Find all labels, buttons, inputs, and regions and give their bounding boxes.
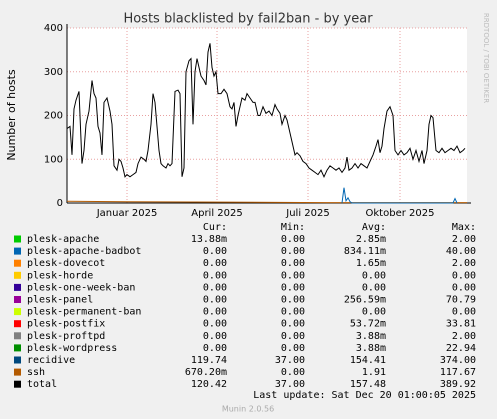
legend-value: 2.00 xyxy=(452,234,476,245)
legend-value: 37.00 xyxy=(275,355,305,366)
legend-value: 0.00 xyxy=(203,246,227,257)
legend-value: 0.00 xyxy=(281,295,305,306)
legend-value: 0.00 xyxy=(203,295,227,306)
legend-value: 0.00 xyxy=(203,307,227,318)
legend-value: 0.00 xyxy=(362,282,386,293)
legend-header: Min: xyxy=(281,222,305,233)
legend-value: 0.00 xyxy=(281,270,305,281)
legend-value: 256.59m xyxy=(344,295,386,306)
legend-swatch xyxy=(14,259,21,267)
y-tick-label: 0 xyxy=(57,198,63,209)
legend-value: 389.92 xyxy=(440,379,476,390)
legend-value: 0.00 xyxy=(281,343,305,354)
series-line xyxy=(341,187,458,204)
legend-value: 119.74 xyxy=(191,355,227,366)
legend-value: 2.85m xyxy=(356,234,386,245)
legend-value: 0.00 xyxy=(203,282,227,293)
legend-value: 40.00 xyxy=(446,246,476,257)
legend-value: 374.00 xyxy=(440,355,476,366)
y-axis-label: Number of hosts xyxy=(5,69,18,161)
legend-value: 2.00 xyxy=(452,258,476,269)
legend-value: 53.72m xyxy=(350,319,386,330)
legend-value: 117.67 xyxy=(440,367,476,378)
legend-value: 13.88m xyxy=(191,234,227,245)
legend-name: plesk-postfix xyxy=(27,319,105,330)
legend-value: 37.00 xyxy=(275,379,305,390)
legend-value: 3.88m xyxy=(356,331,386,342)
legend-value: 0.00 xyxy=(281,258,305,269)
legend-value: 0.00 xyxy=(281,331,305,342)
legend-swatch xyxy=(14,344,21,352)
legend-value: 22.94 xyxy=(446,343,476,354)
legend-value: 157.48 xyxy=(350,379,386,390)
legend-value: 834.11m xyxy=(344,246,386,257)
legend-swatch xyxy=(14,356,21,364)
x-tick-label: April 2025 xyxy=(191,208,242,219)
legend-swatch xyxy=(14,247,21,255)
legend-value: 0.00 xyxy=(362,270,386,281)
legend-swatch xyxy=(14,235,21,243)
legend-value: 0.00 xyxy=(281,367,305,378)
legend-name: total xyxy=(27,379,57,390)
legend-header: Avg: xyxy=(362,222,386,233)
series-line xyxy=(66,43,466,179)
legend-swatch xyxy=(14,380,21,388)
y-tick-label: 400 xyxy=(44,23,63,34)
legend-name: plesk-apache-badbot xyxy=(27,246,141,257)
legend-value: 2.00 xyxy=(452,331,476,342)
legend-value: 0.00 xyxy=(452,282,476,293)
footer: Munin 2.0.56 xyxy=(222,405,274,414)
legend-value: 0.00 xyxy=(281,319,305,330)
legend-name: plesk-one-week-ban xyxy=(27,282,135,293)
legend-value: 70.79 xyxy=(446,295,476,306)
legend-name: plesk-wordpress xyxy=(27,343,117,354)
legend-value: 0.00 xyxy=(281,234,305,245)
legend-value: 3.88m xyxy=(356,343,386,354)
legend-swatch xyxy=(14,320,21,328)
legend-value: 0.00 xyxy=(281,246,305,257)
legend-name: ssh xyxy=(27,367,45,378)
legend-value: 0.00 xyxy=(203,331,227,342)
y-tick-label: 100 xyxy=(44,154,63,165)
legend-value: 33.81 xyxy=(446,319,476,330)
last-update: Last update: Sat Dec 20 01:00:05 2025 xyxy=(253,390,476,401)
side-label: RRDTOOL / TOBI OETIKER xyxy=(482,13,490,103)
legend-name: recidive xyxy=(27,355,75,366)
chart-title: Hosts blacklisted by fail2ban - by year xyxy=(123,12,373,27)
legend-header: Cur: xyxy=(203,222,227,233)
legend-swatch xyxy=(14,308,21,316)
legend-value: 0.00 xyxy=(452,307,476,318)
legend-value: 0.00 xyxy=(281,307,305,318)
legend-name: plesk-dovecot xyxy=(27,258,105,269)
legend-value: 0.00 xyxy=(362,307,386,318)
legend-name: plesk-permanent-ban xyxy=(27,307,141,318)
legend-swatch xyxy=(14,283,21,291)
y-tick-label: 200 xyxy=(44,111,63,122)
x-tick-label: Juli 2025 xyxy=(285,208,329,219)
legend-value: 154.41 xyxy=(350,355,386,366)
y-tick-label: 300 xyxy=(44,67,63,78)
legend-name: plesk-proftpd xyxy=(27,331,105,342)
legend-swatch xyxy=(14,368,21,376)
legend-value: 0.00 xyxy=(281,282,305,293)
legend-value: 0.00 xyxy=(203,319,227,330)
legend-swatch xyxy=(14,296,21,303)
legend-value: 1.65m xyxy=(356,258,386,269)
legend-header: Max: xyxy=(452,222,476,233)
legend-swatch xyxy=(14,332,21,340)
legend-name: plesk-panel xyxy=(27,295,93,306)
x-tick-label: Oktober 2025 xyxy=(366,208,435,219)
legend-value: 0.00 xyxy=(452,270,476,281)
legend-value: 0.00 xyxy=(203,270,227,281)
legend-swatch xyxy=(14,271,21,279)
legend-name: plesk-apache xyxy=(27,234,99,245)
legend-value: 0.00 xyxy=(203,258,227,269)
legend-value: 0.00 xyxy=(203,343,227,354)
x-tick-label: Januar 2025 xyxy=(96,208,158,219)
legend-value: 1.91 xyxy=(362,367,386,378)
legend-name: plesk-horde xyxy=(27,270,93,281)
legend-value: 670.20m xyxy=(185,367,227,378)
legend-value: 120.42 xyxy=(191,379,227,390)
